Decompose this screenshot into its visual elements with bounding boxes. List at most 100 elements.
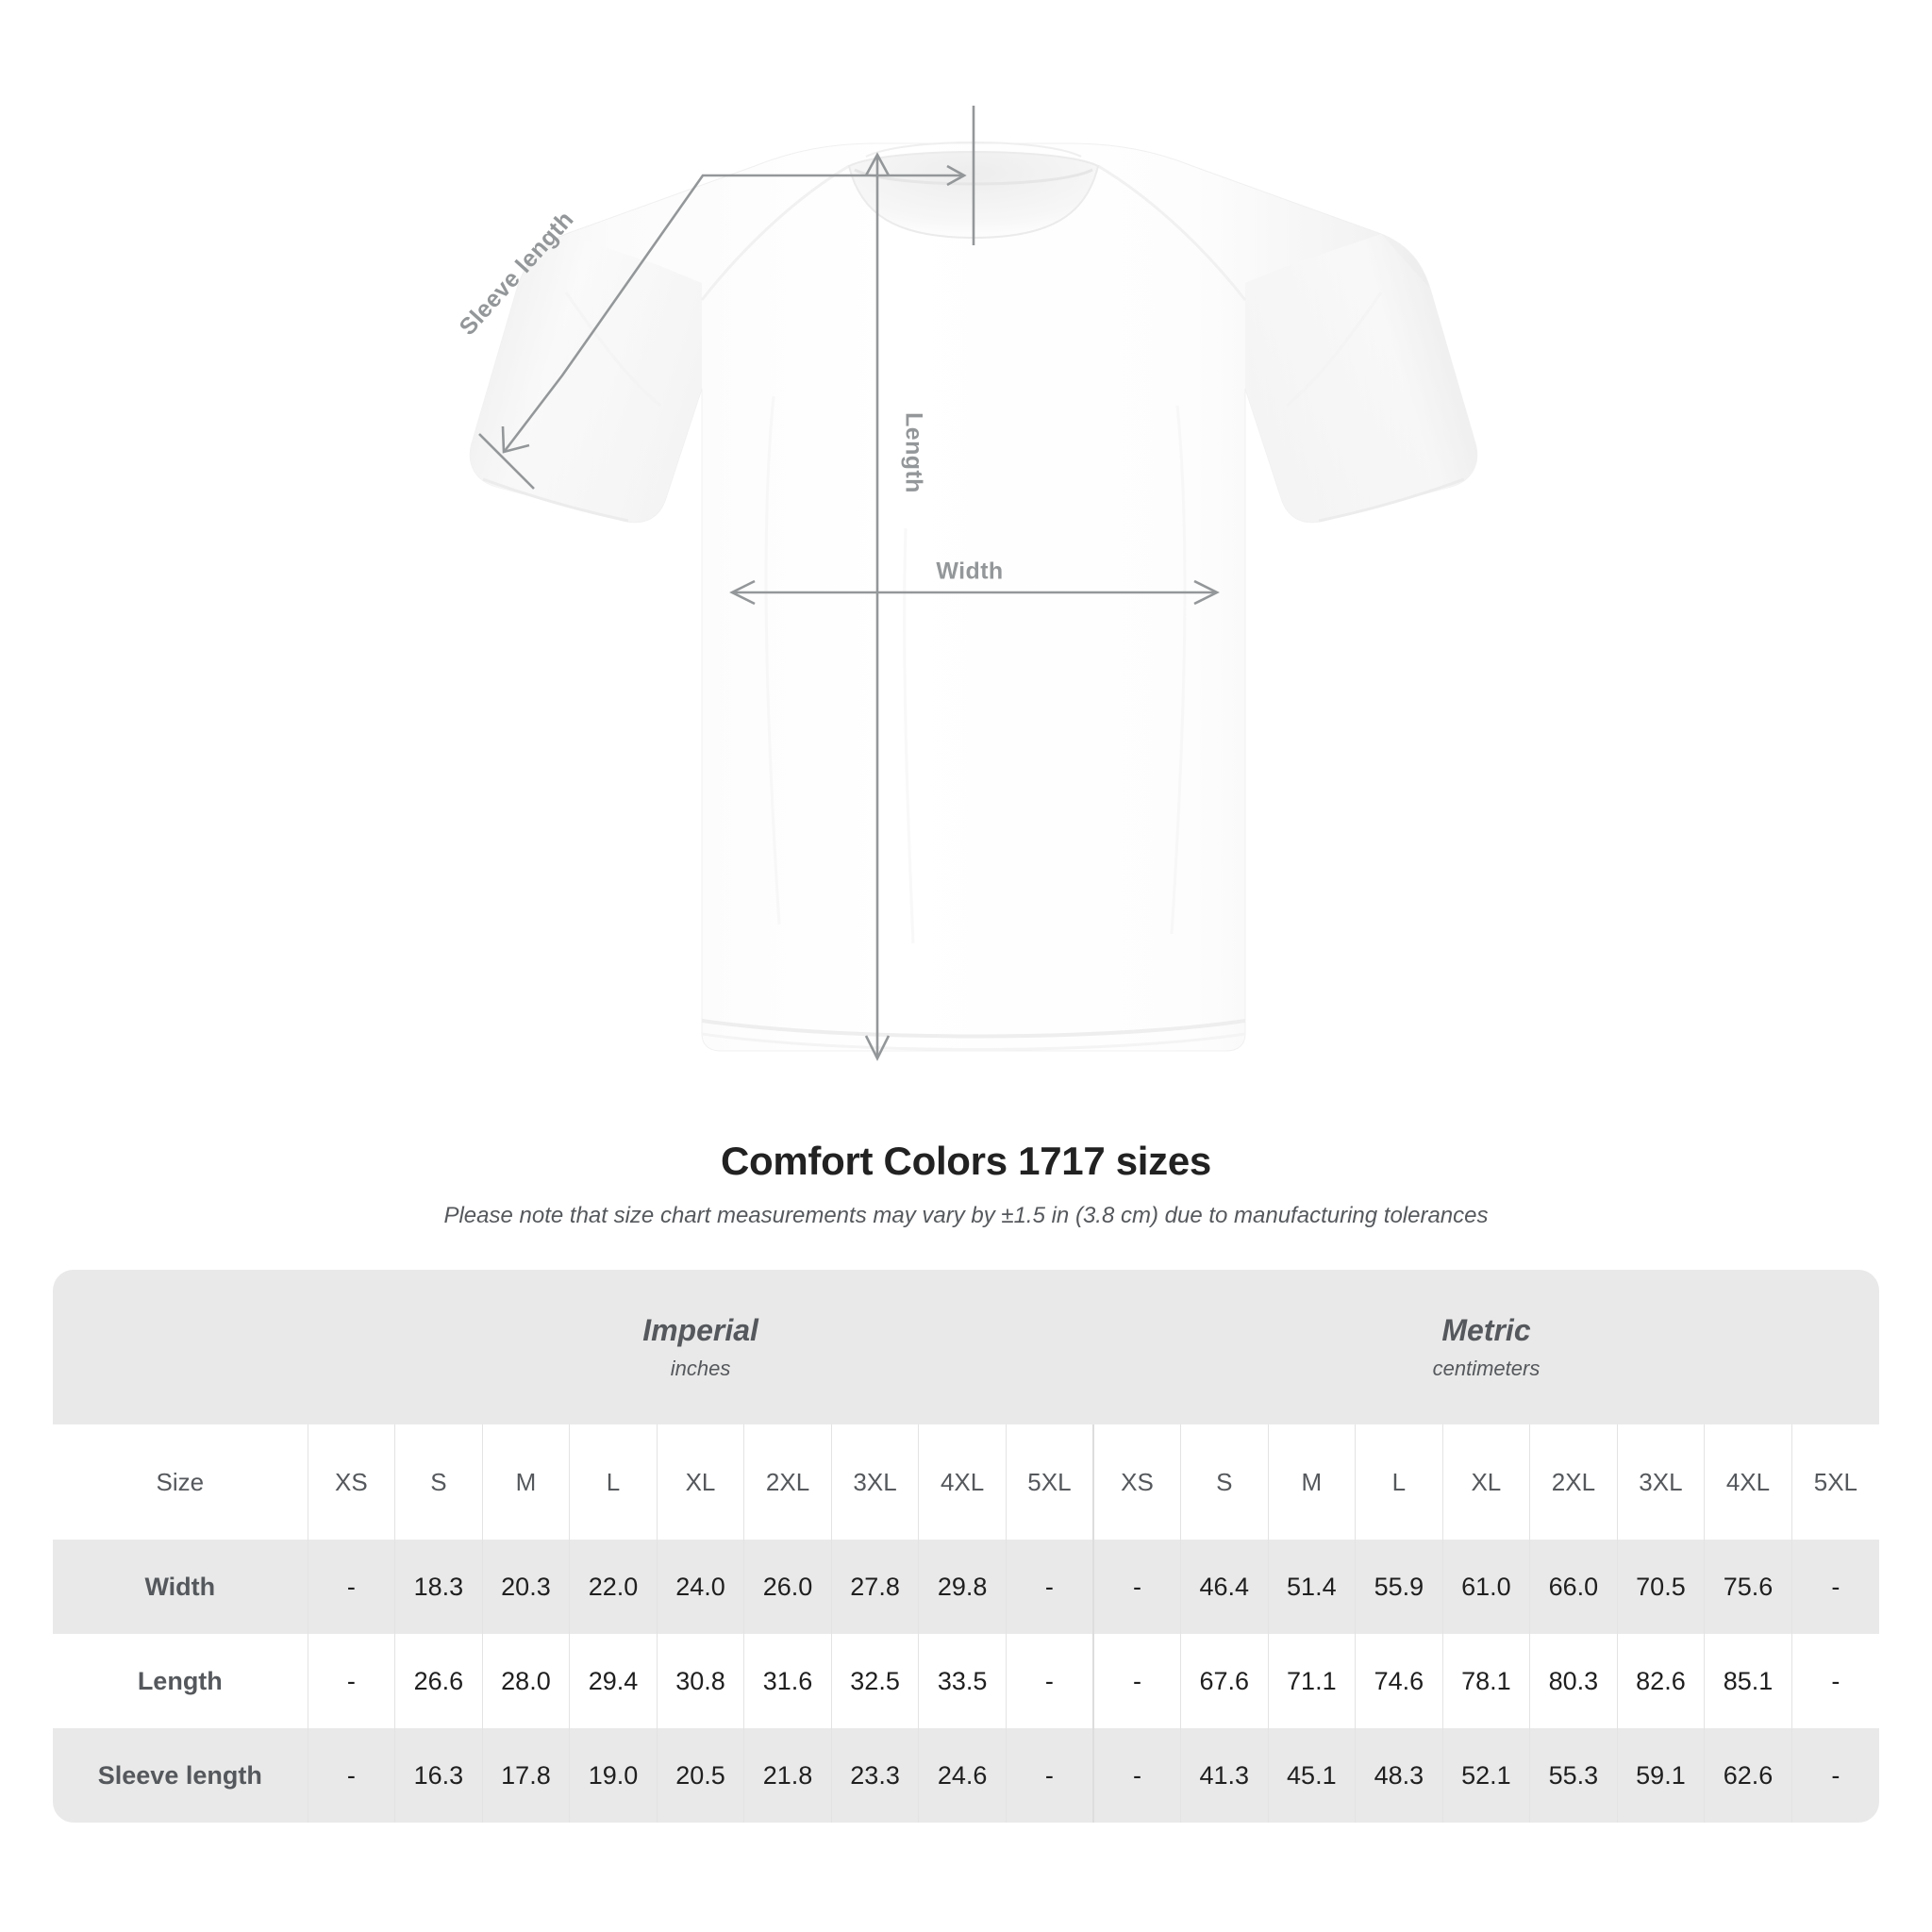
cell-width-imperial-2xl: 26.0	[743, 1540, 832, 1634]
chart-heading: Comfort Colors 1717 sizes Please note th…	[0, 1139, 1932, 1230]
cell-length-imperial-l: 29.4	[569, 1634, 658, 1728]
unit-row-spacer	[53, 1270, 308, 1424]
cell-length-imperial-m: 28.0	[481, 1634, 570, 1728]
unit-group-name: Metric	[1441, 1312, 1531, 1347]
left-shoulder-seam	[700, 164, 850, 301]
row-header-length: Length	[53, 1634, 308, 1728]
unit-group-metric: Metric centimeters	[1092, 1270, 1879, 1424]
cell-sleeve-length-imperial-3xl: 23.3	[830, 1728, 919, 1823]
cell-width-imperial-xs: -	[307, 1540, 395, 1634]
shirt-body-shape	[469, 142, 1478, 1052]
page-title: Comfort Colors 1717 sizes	[720, 1139, 1211, 1183]
cell-length-imperial-3xl: 32.5	[830, 1634, 919, 1728]
cell-length-metric-2xl: 80.3	[1529, 1634, 1618, 1728]
column-header-imperial-xl: XL	[656, 1424, 744, 1540]
cell-width-metric-4xl: 75.6	[1704, 1540, 1792, 1634]
cell-width-metric-m: 51.4	[1267, 1540, 1356, 1634]
row-header-sleeve-length: Sleeve length	[53, 1728, 308, 1823]
column-header-metric-l: L	[1355, 1424, 1443, 1540]
cell-length-imperial-4xl: 33.5	[918, 1634, 1007, 1728]
width-label: Width	[936, 558, 1004, 585]
cell-length-metric-3xl: 82.6	[1616, 1634, 1705, 1728]
cell-width-imperial-4xl: 29.8	[918, 1540, 1007, 1634]
size-table: Imperial inches Metric centimeters Size XS S M L…	[53, 1270, 1879, 1823]
cell-sleeve-length-imperial-l: 19.0	[569, 1728, 658, 1823]
column-header-imperial-m: M	[481, 1424, 570, 1540]
cell-length-metric-l: 74.6	[1355, 1634, 1443, 1728]
unit-group-row: Imperial inches Metric centimeters	[53, 1270, 1879, 1424]
cell-sleeve-length-imperial-xs: -	[307, 1728, 395, 1823]
column-header-metric-s: S	[1180, 1424, 1269, 1540]
left-sleeve-hem	[482, 477, 629, 523]
cell-width-imperial-m: 20.3	[481, 1540, 570, 1634]
column-header-metric-5xl: 5XL	[1790, 1424, 1879, 1540]
cell-sleeve-length-metric-xs: -	[1091, 1728, 1181, 1823]
cell-length-imperial-xl: 30.8	[656, 1634, 744, 1728]
fabric-folds	[564, 291, 1383, 944]
unit-group-unit: centimeters	[1432, 1357, 1541, 1380]
tshirt-graphic	[469, 106, 1478, 1061]
cell-width-metric-xs: -	[1091, 1540, 1181, 1634]
bottom-hem	[701, 1019, 1246, 1039]
length-label: Length	[900, 412, 927, 493]
cell-width-metric-s: 46.4	[1180, 1540, 1269, 1634]
cell-width-imperial-s: 18.3	[394, 1540, 483, 1634]
cell-sleeve-length-metric-l: 48.3	[1355, 1728, 1443, 1823]
column-header-imperial-2xl: 2XL	[743, 1424, 832, 1540]
row-header-width: Width	[53, 1540, 308, 1634]
cell-length-imperial-5xl: -	[1005, 1634, 1093, 1728]
cell-width-imperial-xl: 24.0	[656, 1540, 744, 1634]
cell-length-metric-xs: -	[1091, 1634, 1181, 1728]
cell-width-metric-5xl: -	[1790, 1540, 1879, 1634]
cell-sleeve-length-imperial-xl: 20.5	[656, 1728, 744, 1823]
column-header-imperial-4xl: 4XL	[918, 1424, 1007, 1540]
cell-sleeve-length-metric-s: 41.3	[1180, 1728, 1269, 1823]
right-shoulder-seam	[1097, 164, 1247, 301]
column-header-imperial-l: L	[569, 1424, 658, 1540]
cell-length-metric-xl: 78.1	[1441, 1634, 1530, 1728]
cell-length-imperial-xs: -	[307, 1634, 395, 1728]
cell-width-metric-2xl: 66.0	[1529, 1540, 1618, 1634]
left-sleeve	[470, 234, 702, 523]
cell-length-metric-4xl: 85.1	[1704, 1634, 1792, 1728]
column-header-imperial-xs: XS	[307, 1424, 395, 1540]
sleeve-length-arrow	[478, 106, 975, 490]
cell-width-imperial-3xl: 27.8	[830, 1540, 919, 1634]
tshirt-illustration: Sleeve length Length Width	[455, 106, 1478, 1061]
cell-length-imperial-s: 26.6	[394, 1634, 483, 1728]
cell-sleeve-length-imperial-2xl: 21.8	[743, 1728, 832, 1823]
width-arrow	[729, 579, 1220, 606]
column-header-metric-4xl: 4XL	[1704, 1424, 1792, 1540]
cell-length-imperial-2xl: 31.6	[743, 1634, 832, 1728]
cell-sleeve-length-metric-5xl: -	[1790, 1728, 1879, 1823]
column-header-metric-2xl: 2XL	[1529, 1424, 1618, 1540]
cell-sleeve-length-imperial-m: 17.8	[481, 1728, 570, 1823]
cell-sleeve-length-imperial-5xl: -	[1005, 1728, 1093, 1823]
unit-group-imperial: Imperial inches	[308, 1270, 1093, 1424]
table-row: Width -18.3 20.3 22.0 24.0 26.0 27.8 29.8- -46.4…	[53, 1540, 1879, 1634]
column-header-size: Size	[53, 1424, 308, 1540]
cell-width-metric-l: 55.9	[1355, 1540, 1443, 1634]
cell-sleeve-length-metric-xl: 52.1	[1441, 1728, 1530, 1823]
cell-sleeve-length-metric-m: 45.1	[1267, 1728, 1356, 1823]
cell-sleeve-length-metric-4xl: 62.6	[1704, 1728, 1792, 1823]
table-header-row: Size XS S M L XL 2XL 3XL 4XL 5XL XS S M L XL 2XL 3XL 4XL 5…	[53, 1424, 1879, 1540]
cell-width-imperial-5xl: -	[1005, 1540, 1093, 1634]
cell-length-metric-s: 67.6	[1180, 1634, 1269, 1728]
unit-group-name: Imperial	[642, 1312, 758, 1347]
length-arrow	[864, 152, 891, 1061]
measurement-lines	[478, 106, 1220, 1061]
size-table-container: Imperial inches Metric centimeters Size XS S M L…	[53, 1270, 1879, 1823]
column-header-imperial-5xl: 5XL	[1005, 1424, 1093, 1540]
cell-sleeve-length-metric-2xl: 55.3	[1529, 1728, 1618, 1823]
column-header-imperial-3xl: 3XL	[830, 1424, 919, 1540]
right-sleeve	[1245, 234, 1477, 523]
cell-width-metric-xl: 61.0	[1441, 1540, 1530, 1634]
table-row: Length -26.6 28.0 29.4 30.8 31.6 32.5 33.5- -67.…	[53, 1634, 1879, 1728]
cell-width-imperial-l: 22.0	[569, 1540, 658, 1634]
cell-sleeve-length-imperial-s: 16.3	[394, 1728, 483, 1823]
unit-group-unit: inches	[670, 1357, 731, 1380]
right-sleeve-hem	[1318, 477, 1465, 523]
cell-sleeve-length-metric-3xl: 59.1	[1616, 1728, 1705, 1823]
